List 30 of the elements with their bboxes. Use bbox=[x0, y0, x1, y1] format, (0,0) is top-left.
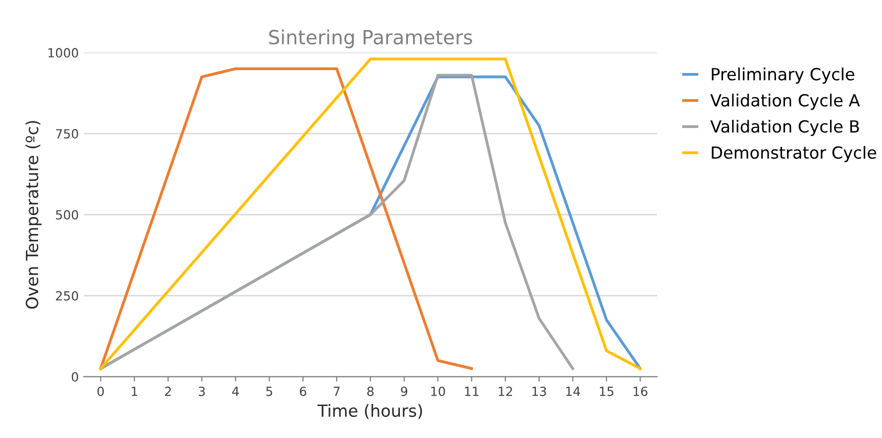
x-tick-label: 3 bbox=[198, 386, 205, 396]
x-axis-title: Time (hours) bbox=[317, 404, 422, 419]
legend-label: Demonstrator Cycle bbox=[712, 146, 876, 162]
x-tick-label: 10 bbox=[431, 386, 446, 396]
y-tick-label: 750 bbox=[56, 129, 78, 139]
x-tick-label: 16 bbox=[634, 386, 648, 396]
x-tick-label: 8 bbox=[367, 386, 374, 396]
x-tick-label: 13 bbox=[532, 386, 546, 396]
x-tick-label: 12 bbox=[498, 386, 512, 396]
line-series bbox=[99, 67, 473, 370]
x-tick-label: 14 bbox=[566, 386, 580, 396]
y-tick-label: 250 bbox=[56, 291, 78, 301]
x-tick-label: 5 bbox=[266, 386, 272, 396]
x-tick-label: 7 bbox=[334, 386, 340, 396]
legend-label: Preliminary Cycle bbox=[712, 68, 854, 84]
x-tick-label: 2 bbox=[165, 386, 171, 396]
legend-label: Validation Cycle A bbox=[710, 94, 860, 110]
legend-label: Validation Cycle B bbox=[710, 120, 859, 136]
chart-title: Sintering Parameters bbox=[269, 29, 472, 48]
x-tick-label: 11 bbox=[465, 386, 478, 396]
y-tick-label: 0 bbox=[72, 372, 78, 382]
x-tick-label: 6 bbox=[300, 386, 306, 396]
x-tick-label: 1 bbox=[132, 386, 138, 396]
y-tick-label: 500 bbox=[56, 210, 78, 220]
x-tick-label: 15 bbox=[600, 386, 614, 396]
x-tick-label: 0 bbox=[98, 386, 104, 396]
x-tick-label: 9 bbox=[400, 386, 408, 396]
y-axis-title: Oven Temperature (ºc) bbox=[25, 121, 42, 309]
y-tick-label: 1000 bbox=[48, 48, 78, 58]
x-tick-label: 4 bbox=[232, 386, 239, 396]
